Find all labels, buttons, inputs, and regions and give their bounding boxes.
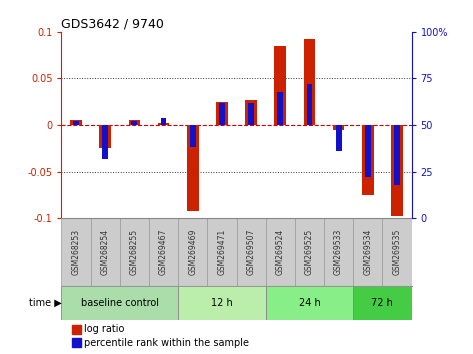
- Bar: [219, 103, 225, 125]
- Text: baseline control: baseline control: [81, 298, 159, 308]
- Bar: [99, 125, 111, 148]
- Bar: [304, 39, 315, 125]
- Text: log ratio: log ratio: [84, 324, 124, 334]
- Bar: [102, 125, 108, 159]
- Text: 12 h: 12 h: [211, 298, 233, 308]
- Bar: [178, 286, 266, 320]
- Bar: [72, 325, 81, 334]
- Bar: [216, 102, 228, 125]
- Bar: [336, 125, 342, 151]
- Bar: [131, 121, 137, 125]
- Bar: [158, 123, 169, 125]
- Text: 72 h: 72 h: [371, 298, 393, 308]
- Bar: [70, 120, 82, 125]
- Bar: [324, 218, 353, 286]
- Text: GSM269533: GSM269533: [334, 229, 343, 275]
- Bar: [307, 84, 312, 125]
- Bar: [149, 218, 178, 286]
- Text: GSM269507: GSM269507: [246, 229, 255, 275]
- Bar: [178, 218, 207, 286]
- Bar: [245, 100, 257, 125]
- Text: GSM269535: GSM269535: [393, 229, 402, 275]
- Bar: [72, 338, 81, 347]
- Bar: [187, 125, 199, 211]
- Bar: [207, 218, 236, 286]
- Bar: [73, 121, 79, 125]
- Text: GSM269525: GSM269525: [305, 229, 314, 275]
- Text: GSM268253: GSM268253: [71, 229, 80, 275]
- Bar: [266, 218, 295, 286]
- Bar: [236, 218, 266, 286]
- Text: GSM269524: GSM269524: [276, 229, 285, 275]
- Bar: [61, 286, 178, 320]
- Bar: [91, 218, 120, 286]
- Bar: [382, 218, 412, 286]
- Text: GSM269471: GSM269471: [218, 229, 227, 275]
- Text: GSM269467: GSM269467: [159, 229, 168, 275]
- Bar: [333, 125, 344, 130]
- Text: percentile rank within the sample: percentile rank within the sample: [84, 338, 249, 348]
- Bar: [277, 92, 283, 125]
- Bar: [120, 218, 149, 286]
- Text: GSM268254: GSM268254: [101, 229, 110, 275]
- Bar: [266, 286, 353, 320]
- Bar: [190, 125, 196, 147]
- Bar: [353, 218, 382, 286]
- Bar: [365, 125, 371, 177]
- Bar: [362, 125, 374, 195]
- Bar: [248, 103, 254, 125]
- Bar: [295, 218, 324, 286]
- Bar: [391, 125, 403, 216]
- Bar: [161, 118, 166, 125]
- Text: time ▶: time ▶: [29, 298, 61, 308]
- Bar: [394, 125, 400, 185]
- Bar: [129, 120, 140, 125]
- Text: 24 h: 24 h: [298, 298, 320, 308]
- Bar: [61, 218, 91, 286]
- Bar: [353, 286, 412, 320]
- Bar: [274, 46, 286, 125]
- Text: GDS3642 / 9740: GDS3642 / 9740: [61, 18, 164, 31]
- Text: GSM269534: GSM269534: [363, 229, 372, 275]
- Text: GSM268255: GSM268255: [130, 229, 139, 275]
- Text: GSM269469: GSM269469: [188, 229, 197, 275]
